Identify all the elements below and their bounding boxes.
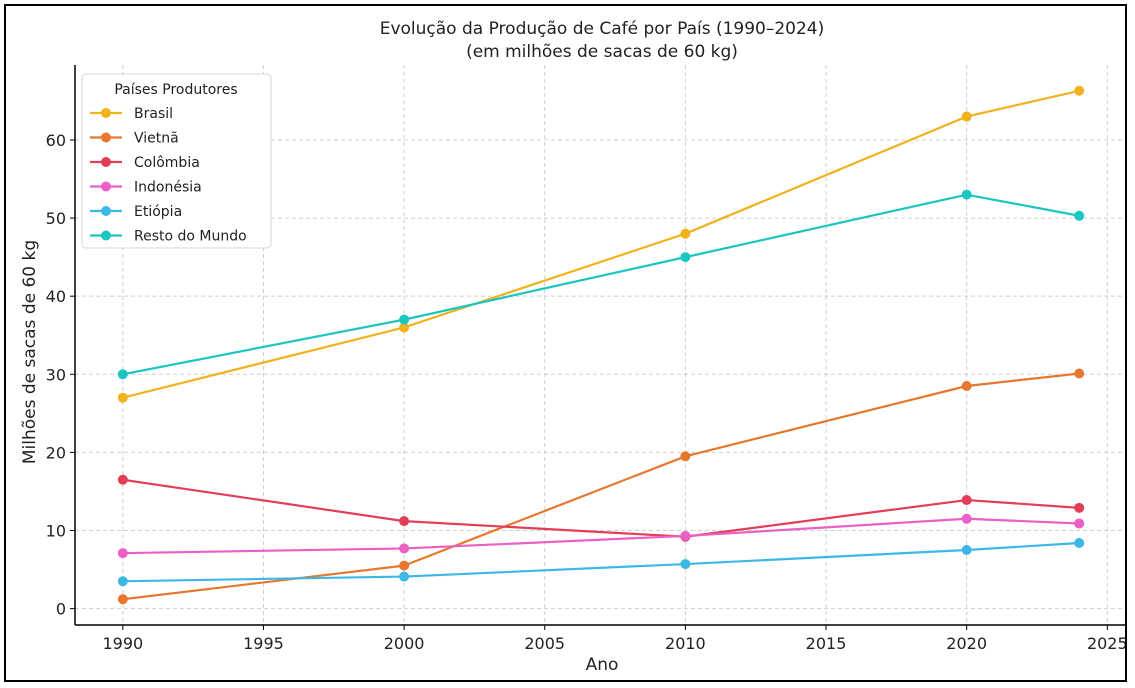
series-line (122, 541, 1080, 583)
series-line (122, 372, 1080, 601)
tick-labels: 1990 1995 2000 2005 2010 2015 2020 2025 0 10 20 30 4… (46, 131, 1125, 653)
legend-label: Resto do Mundo (134, 229, 247, 245)
data-point (117, 474, 128, 485)
data-point (1074, 85, 1085, 96)
legend-label: Indonésia (134, 180, 202, 196)
data-point (961, 495, 972, 506)
series-line (122, 517, 1080, 555)
data-point (1074, 368, 1085, 379)
legend-swatch-marker (101, 108, 111, 118)
data-point (1074, 537, 1085, 548)
chart-frame: Evolução da Produção de Café por País (1… (4, 4, 1127, 682)
data-point (117, 594, 128, 605)
line-chart: Evolução da Produção de Café por País (1… (20, 19, 1125, 675)
axes (70, 65, 1125, 630)
x-tick-label: 2025 (1087, 634, 1125, 653)
grid-lines (75, 65, 1125, 625)
data-point (1074, 518, 1085, 529)
legend-swatch-marker (101, 230, 111, 241)
data-point (1074, 210, 1085, 221)
legend-title: Países Produtores (114, 82, 237, 98)
x-tick-label: 1995 (243, 634, 284, 653)
x-tick-label: 2020 (946, 634, 987, 653)
data-point (961, 111, 972, 122)
legend: Países Produtores Brasil Vietnã Colômbia In… (81, 73, 272, 249)
y-tick-label: 50 (46, 209, 66, 228)
x-tick-label: 2005 (524, 634, 565, 653)
data-points (117, 85, 1085, 605)
data-point (961, 189, 972, 200)
x-tick-label: 2010 (665, 634, 706, 653)
y-tick-label: 30 (46, 365, 66, 384)
data-point (117, 392, 128, 403)
y-tick-label: 10 (46, 521, 66, 540)
legend-swatch-marker (101, 157, 111, 167)
data-point (117, 548, 128, 559)
legend-items: Brasil Vietnã Colômbia Indonésia Etiópia Rest… (90, 106, 247, 245)
data-point (399, 543, 410, 554)
data-point (399, 571, 410, 582)
data-point (399, 516, 410, 527)
data-point (961, 545, 972, 556)
data-point (680, 530, 691, 541)
y-tick-label: 0 (56, 600, 66, 619)
legend-label: Colômbia (134, 155, 200, 171)
y-axis-label: Milhões de sacas de 60 kg (20, 240, 40, 464)
data-point (680, 252, 691, 263)
legend-box (81, 73, 272, 249)
y-tick-label: 60 (46, 131, 66, 150)
y-tick-label: 40 (46, 287, 66, 306)
data-point (117, 369, 128, 380)
legend-label: Brasil (134, 106, 173, 122)
data-point (680, 451, 691, 462)
data-point (399, 322, 410, 333)
data-point (680, 559, 691, 570)
legend-swatch-marker (101, 206, 111, 216)
data-point (399, 314, 410, 325)
data-point (680, 228, 691, 239)
x-tick-label: 2000 (384, 634, 425, 653)
x-tick-label: 1990 (102, 634, 143, 653)
legend-swatch-marker (101, 181, 111, 192)
chart-subtitle: (em milhões de sacas de 60 kg) (466, 42, 738, 62)
legend-swatch-marker (101, 132, 111, 143)
x-axis-label: Ano (586, 655, 619, 675)
data-point (961, 513, 972, 524)
chart-title: Evolução da Produção de Café por País (1… (380, 19, 825, 39)
data-point (399, 560, 410, 571)
legend-label: Vietnã (134, 131, 179, 147)
data-point (961, 381, 972, 392)
x-tick-label: 2015 (806, 634, 847, 653)
y-tick-label: 20 (46, 443, 66, 462)
data-point (1074, 502, 1085, 513)
legend-label: Etiópia (134, 204, 182, 220)
data-point (117, 576, 128, 587)
